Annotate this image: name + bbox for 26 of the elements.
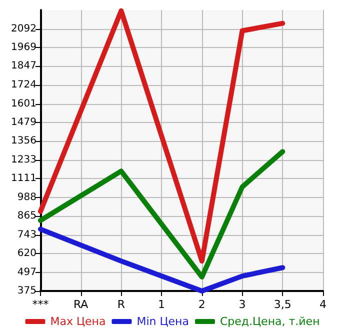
x-tick-label: R: [117, 298, 126, 311]
y-tick-label: 1111: [10, 173, 36, 184]
y-tick-label: 2092: [10, 23, 36, 34]
x-tick-label: 3,5: [274, 298, 292, 311]
y-tick-label: 497: [17, 266, 36, 278]
x-tick-label: 1: [158, 298, 166, 311]
y-tick-label: 375: [17, 286, 36, 296]
y-tick-label: 1601: [10, 98, 36, 110]
x-tick-label: 4: [320, 298, 326, 311]
y-tick-label: 620: [17, 248, 36, 260]
y-tick-label: 865: [17, 210, 36, 222]
x-tick-label: RA: [73, 298, 89, 311]
y-tick-label: 1356: [10, 136, 36, 147]
y-tick-label: 988: [17, 192, 36, 203]
y-tick-label: 1847: [10, 60, 36, 72]
y-tick-label: 1724: [10, 79, 36, 90]
x-tick-label: 2: [198, 298, 206, 311]
y-tick-label: 1233: [10, 154, 36, 166]
x-tick-label: ***: [32, 298, 50, 311]
y-tick-label: 1969: [10, 42, 36, 54]
legend-label: Сред.Цена, т.йен: [220, 315, 320, 328]
y-tick-label: 743: [17, 229, 36, 240]
legend-label: Max Цена: [50, 315, 106, 328]
x-tick-label: 3: [238, 298, 246, 311]
y-tick-label: 1479: [10, 116, 36, 128]
legend-label: Min Цена: [136, 315, 189, 328]
